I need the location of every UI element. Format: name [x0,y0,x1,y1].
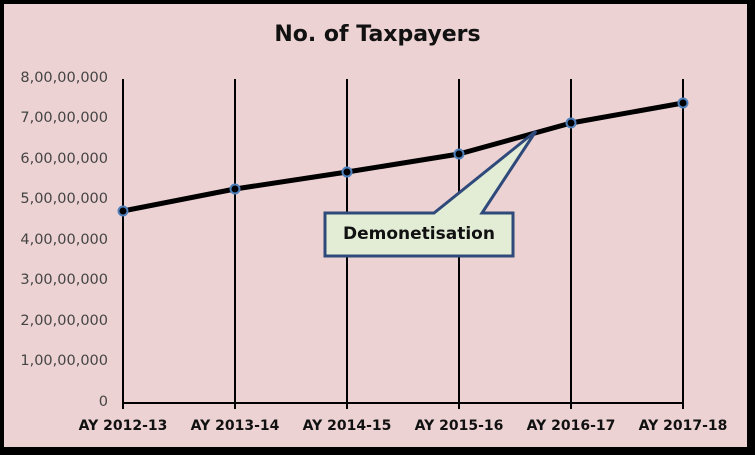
series-line [122,100,684,214]
y-tick-label: 2,00,00,000 [20,313,108,329]
callout-label: Demonetisation [343,224,495,244]
x-tick-label: AY 2014-15 [302,418,392,434]
y-tick-label: 4,00,00,000 [20,232,108,248]
x-tick-label: AY 2017-18 [638,418,728,434]
y-tick-label: 3,00,00,000 [20,272,108,288]
y-tick-label: 0 [98,394,108,410]
y-tick-label: 7,00,00,000 [20,110,108,126]
x-tick-label: AY 2012-13 [78,418,168,434]
y-tick-label: 5,00,00,000 [20,191,108,207]
y-tick-label: 6,00,00,000 [20,151,108,167]
data-markers [117,97,689,217]
callout-box [323,129,538,258]
x-tick-label: AY 2016-17 [526,418,616,434]
x-tick-label: AY 2015-16 [414,418,504,434]
chart-title: No. of Taxpayers [274,22,481,47]
y-tick-label: 1,00,00,000 [20,353,108,369]
x-tick-label: AY 2013-14 [190,418,280,434]
y-tick-label: 8,00,00,000 [20,70,108,86]
